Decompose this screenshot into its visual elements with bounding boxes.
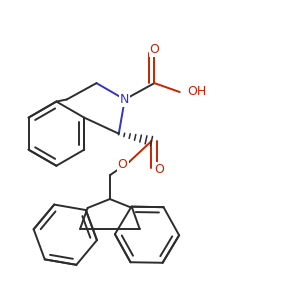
Text: O: O xyxy=(154,163,164,176)
Text: O: O xyxy=(149,43,159,56)
Text: OH: OH xyxy=(187,85,206,98)
Text: N: N xyxy=(120,93,129,106)
Text: O: O xyxy=(118,158,128,171)
